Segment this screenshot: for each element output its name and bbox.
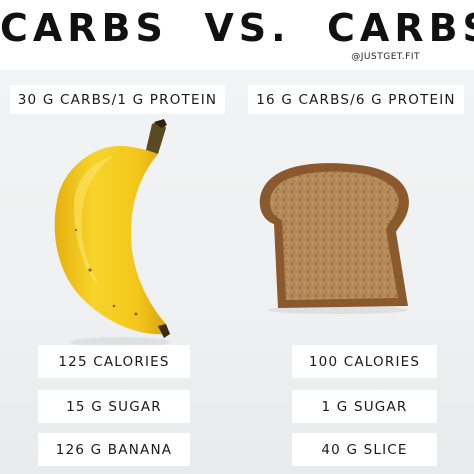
banana-icon (54, 119, 170, 347)
right-sugar-label: 1 G SUGAR (292, 390, 437, 423)
right-calories-label: 100 CALORIES (292, 345, 437, 378)
left-calories-label: 125 CALORIES (38, 345, 190, 378)
page-title: CARBS VS. CARBS (0, 6, 474, 50)
left-portion-label: 126 G BANANA (38, 433, 190, 466)
left-sugar-label: 15 G SUGAR (38, 390, 190, 423)
right-macros-label: 16 G CARBS/6 G PROTEIN (248, 85, 464, 114)
brand-handle: @JUSTGET.FIT (351, 52, 420, 62)
right-portion-label: 40 G SLICE (292, 433, 437, 466)
left-macros-label: 30 G CARBS/1 G PROTEIN (10, 85, 225, 114)
bread-slice-icon (259, 163, 409, 314)
